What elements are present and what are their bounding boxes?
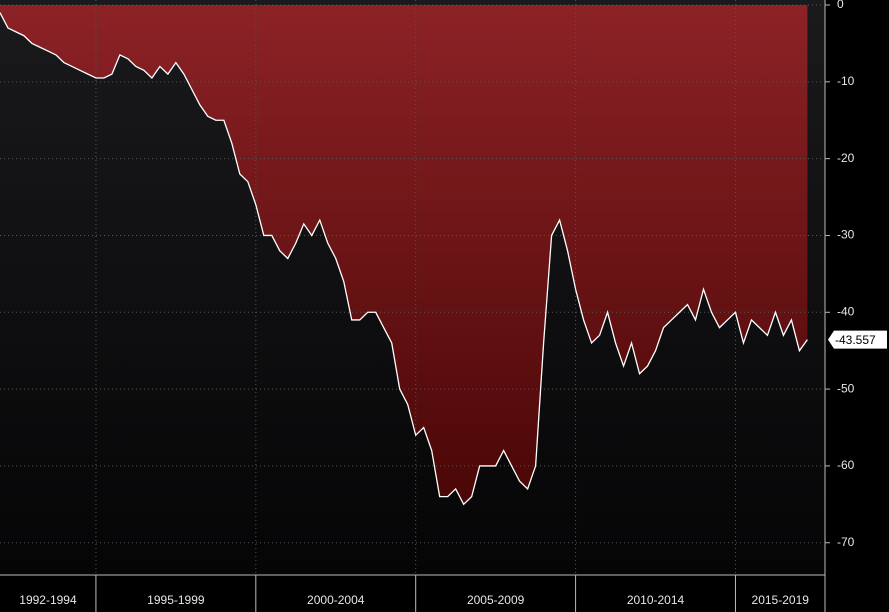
x-period-label: 2000-2004 bbox=[307, 593, 365, 607]
line bbox=[0, 12, 808, 506]
x-period-label: 1992-1994 bbox=[19, 593, 77, 607]
last-value-label: -43.557 bbox=[835, 333, 876, 347]
y-tick-label: -60 bbox=[837, 458, 855, 472]
y-tick-label: -30 bbox=[837, 228, 855, 242]
area-fill bbox=[0, 5, 808, 505]
last-value-box bbox=[828, 330, 887, 349]
x-period-label: 1995-1999 bbox=[147, 593, 205, 607]
y-tick-label: -20 bbox=[837, 151, 855, 165]
y-tick-label: -40 bbox=[837, 304, 855, 318]
y-tick-label: 0 bbox=[837, 0, 844, 11]
x-period-label: 2010-2014 bbox=[627, 593, 685, 607]
x-period-label: 2005-2009 bbox=[467, 593, 525, 607]
y-tick-label: -10 bbox=[837, 74, 855, 88]
y-tick-label: -50 bbox=[837, 381, 855, 395]
x-period-label: 2015-2019 bbox=[752, 593, 810, 607]
y-tick-label: -70 bbox=[837, 535, 855, 549]
